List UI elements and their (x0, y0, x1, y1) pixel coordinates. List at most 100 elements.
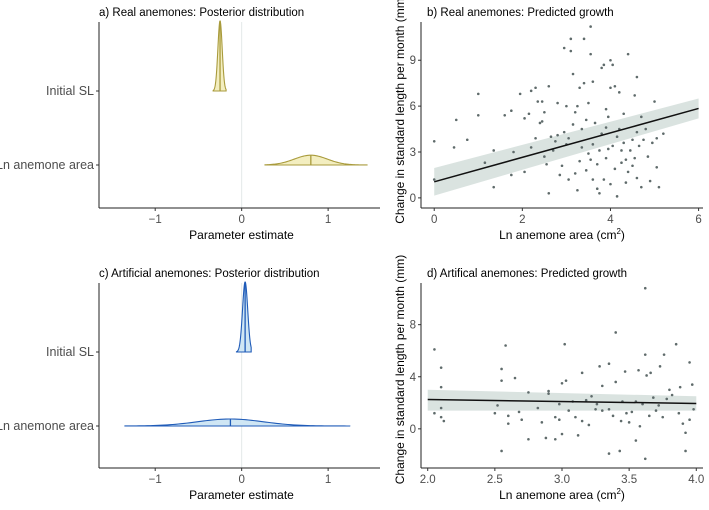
x-tick-label: 1 (325, 214, 331, 226)
y-tick-label: Ln anemone area (0, 419, 94, 433)
data-point (622, 141, 625, 145)
data-point (582, 81, 586, 85)
y-axis-label: Change in standard length per month (mm) (393, 0, 407, 224)
data-point (454, 118, 458, 122)
data-point (598, 149, 601, 152)
x-axis-label-end: ) (621, 228, 625, 242)
x-axis-label: Parameter estimate (189, 228, 294, 242)
data-point (589, 25, 592, 28)
data-point (684, 449, 687, 453)
data-point (595, 162, 599, 166)
data-point (513, 376, 517, 380)
data-point (617, 91, 621, 94)
data-point (567, 178, 570, 181)
y-tick-label: 9 (410, 55, 416, 67)
y-tick-label: 3 (410, 147, 416, 159)
data-point (564, 379, 568, 382)
x-axis-label-main: Ln anemone area (cm (499, 228, 616, 242)
data-point (569, 37, 573, 41)
data-point (500, 379, 503, 382)
data-point (611, 414, 615, 418)
chart-title: a) Real anemones: Posterior distribution (99, 7, 304, 19)
data-point (556, 101, 559, 105)
data-point (584, 118, 588, 122)
data-point (614, 380, 618, 384)
data-point (662, 132, 665, 135)
data-point (543, 110, 546, 114)
data-point (631, 138, 634, 142)
y-tick-label: 0 (410, 193, 416, 205)
x-tick-label: −1 (149, 474, 162, 486)
data-point (658, 365, 662, 368)
data-point (598, 191, 601, 195)
data-point (576, 434, 580, 437)
y-tick-label: 4 (410, 372, 417, 384)
data-point (643, 286, 647, 290)
data-point (606, 147, 610, 151)
data-point (609, 58, 612, 62)
data-point (600, 409, 604, 412)
data-point (620, 149, 623, 152)
data-point (589, 52, 592, 56)
data-point (547, 392, 550, 395)
x-axis-label: Ln anemone area (cm2) (499, 227, 625, 242)
data-point (571, 123, 575, 126)
data-point (668, 388, 671, 392)
data-point (620, 161, 623, 165)
x-tick-label: 3.5 (621, 474, 637, 486)
data-point (688, 418, 691, 422)
data-point (609, 182, 612, 186)
data-point (590, 394, 593, 398)
data-point (645, 374, 648, 377)
data-point (643, 353, 647, 356)
x-tick-label: 0 (238, 214, 244, 226)
chart-title: d) Artifical anemones: Predicted growth (427, 268, 627, 280)
data-point (634, 439, 638, 442)
data-point (584, 169, 588, 172)
data-point (510, 109, 513, 113)
data-point (640, 185, 643, 189)
data-point (527, 437, 530, 441)
data-point (598, 365, 601, 368)
data-point (690, 383, 694, 386)
data-point (591, 143, 595, 146)
data-point (591, 80, 595, 83)
data-point (518, 92, 522, 96)
data-point (591, 178, 595, 181)
data-point (562, 46, 566, 50)
data-point (625, 411, 628, 415)
data-point (692, 408, 695, 411)
data-point (523, 117, 526, 120)
data-point (635, 176, 639, 180)
data-point (593, 121, 597, 125)
data-point (527, 112, 531, 116)
data-point (500, 449, 503, 453)
data-point (529, 146, 533, 149)
data-point (540, 100, 544, 103)
data-point (589, 158, 592, 161)
regression-line (434, 107, 699, 183)
data-point (607, 362, 611, 366)
data-point (587, 423, 591, 427)
data-point (606, 115, 610, 119)
data-point (631, 164, 634, 168)
data-point (637, 368, 640, 372)
data-point (558, 402, 561, 406)
data-point (534, 136, 537, 140)
data-point (493, 411, 497, 415)
data-point (657, 185, 661, 189)
x-tick-label: 2.0 (420, 474, 436, 486)
density-ln-anemone-area (124, 418, 351, 427)
data-point (594, 408, 597, 411)
data-point (544, 436, 548, 440)
data-point (433, 411, 436, 415)
data-point (563, 342, 566, 346)
data-point (665, 397, 669, 401)
data-point (503, 113, 507, 117)
data-point (614, 331, 618, 334)
data-point (642, 138, 645, 142)
data-point (646, 155, 650, 158)
data-point (600, 132, 603, 135)
data-point (644, 127, 648, 131)
data-point (611, 63, 614, 67)
